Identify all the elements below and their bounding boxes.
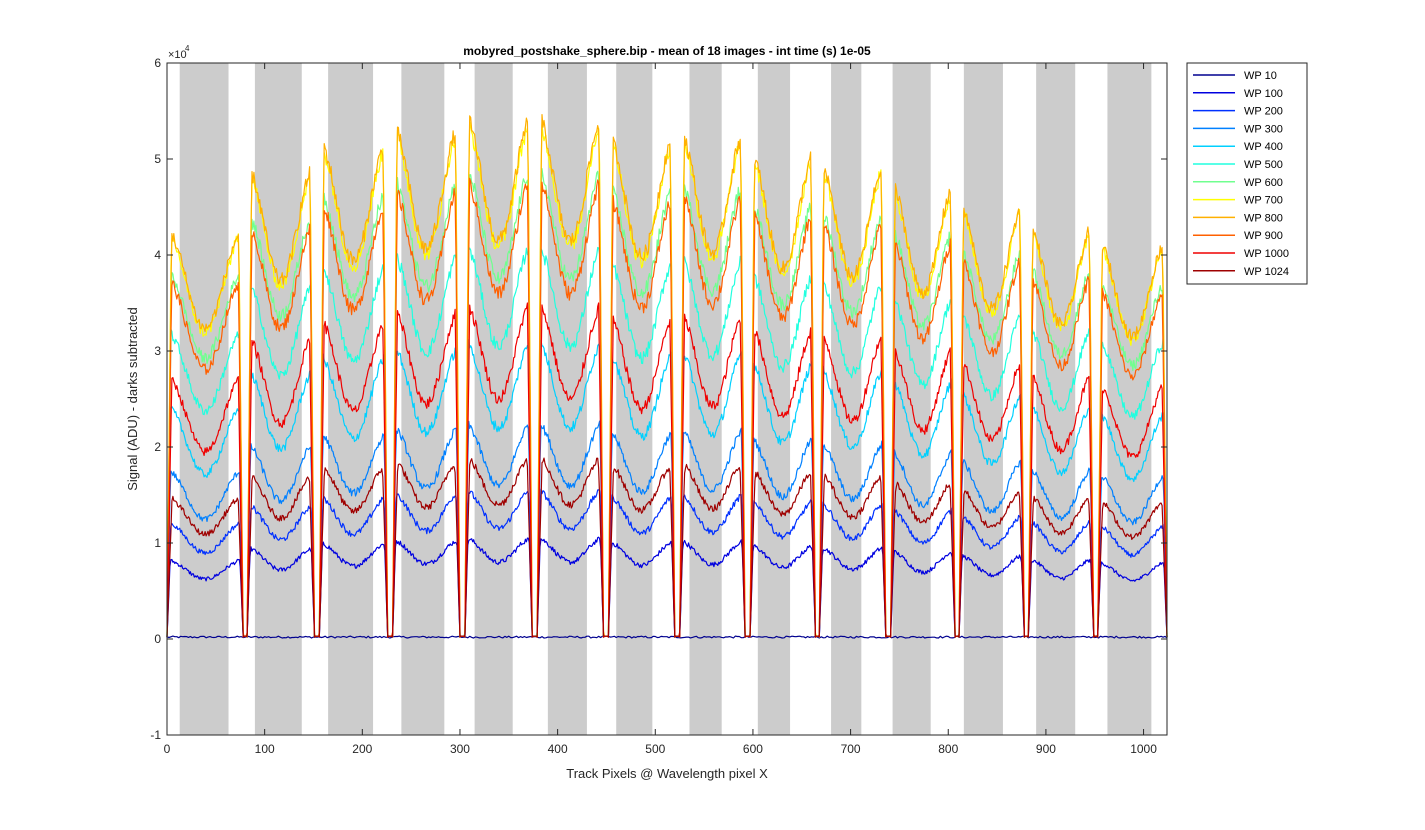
series-line-wp-1000 [166, 302, 1168, 638]
x-tick-label: 900 [1036, 742, 1056, 756]
x-tick-label: 400 [548, 742, 568, 756]
legend: WP 10 WP 100 WP 200 WP 300 WP 400 WP 500 WP 60… [1186, 62, 1308, 285]
legend-label: WP 1000 [1244, 248, 1289, 260]
x-axis-label: Track Pixels @ Wavelength pixel X [566, 766, 768, 781]
legend-label: WP 700 [1244, 195, 1283, 207]
shaded-region-10 [831, 63, 862, 735]
series-line-wp-800 [166, 114, 1168, 638]
series-line-wp-1024 [166, 457, 1168, 638]
legend-label: WP 400 [1244, 141, 1283, 153]
legend-label: WP 200 [1244, 106, 1283, 118]
series-line-wp-200 [166, 488, 1168, 638]
y-tick-label: 4 [154, 248, 161, 262]
x-tick-label: 300 [450, 742, 470, 756]
legend-label: WP 10 [1244, 70, 1277, 82]
series-line-wp-600 [166, 168, 1168, 638]
axis-ticks: 0 100 200 300 400 500 600 700 800 900 1000-1012345… [150, 56, 1167, 756]
y-exponent-power: 4 [185, 44, 190, 53]
shaded-region-14 [1107, 63, 1152, 735]
y-exponent-base: ×10 [168, 49, 187, 61]
series-line-wp-500 [166, 246, 1168, 638]
legend-label: WP 600 [1244, 177, 1283, 189]
series-line-wp-900 [166, 177, 1168, 638]
axes-box [166, 62, 1168, 736]
series-line-wp-10 [166, 635, 1168, 639]
shaded-region-3 [328, 63, 374, 735]
legend-label: WP 900 [1244, 230, 1283, 242]
shaded-region-2 [254, 63, 302, 735]
y-tick-label: 0 [154, 632, 161, 646]
series-lines [166, 114, 1168, 639]
legend-label: WP 800 [1244, 212, 1283, 224]
legend-label: WP 1024 [1244, 266, 1289, 278]
chart-title: mobyred_postshake_sphere.bip - mean of 1… [463, 44, 871, 58]
y-tick-label: 2 [154, 440, 161, 454]
shaded-region-1 [179, 63, 229, 735]
x-tick-label: 100 [255, 742, 275, 756]
series-line-wp-300 [166, 420, 1168, 638]
y-axis-label: Signal (ADU) - darks subtracted [125, 307, 140, 491]
legend-label: WP 300 [1244, 123, 1283, 135]
shaded-region-11 [892, 63, 931, 735]
series-line-wp-400 [166, 339, 1168, 638]
x-tick-label: 1000 [1130, 742, 1157, 756]
x-tick-label: 800 [938, 742, 958, 756]
shaded-region-12 [963, 63, 1003, 735]
x-tick-label: 200 [352, 742, 372, 756]
x-tick-label: 600 [743, 742, 763, 756]
x-tick-label: 700 [841, 742, 861, 756]
series-line-wp-100 [166, 536, 1168, 638]
y-tick-label: -1 [150, 728, 161, 742]
y-tick-label: 5 [154, 152, 161, 166]
y-tick-label: 3 [154, 344, 161, 358]
x-tick-label: 0 [164, 742, 171, 756]
y-tick-label: 1 [154, 536, 161, 550]
x-tick-label: 500 [645, 742, 665, 756]
legend-label: WP 100 [1244, 88, 1283, 100]
legend-box [1186, 62, 1308, 285]
legend-label: WP 500 [1244, 159, 1283, 171]
y-tick-label: 6 [154, 56, 161, 70]
